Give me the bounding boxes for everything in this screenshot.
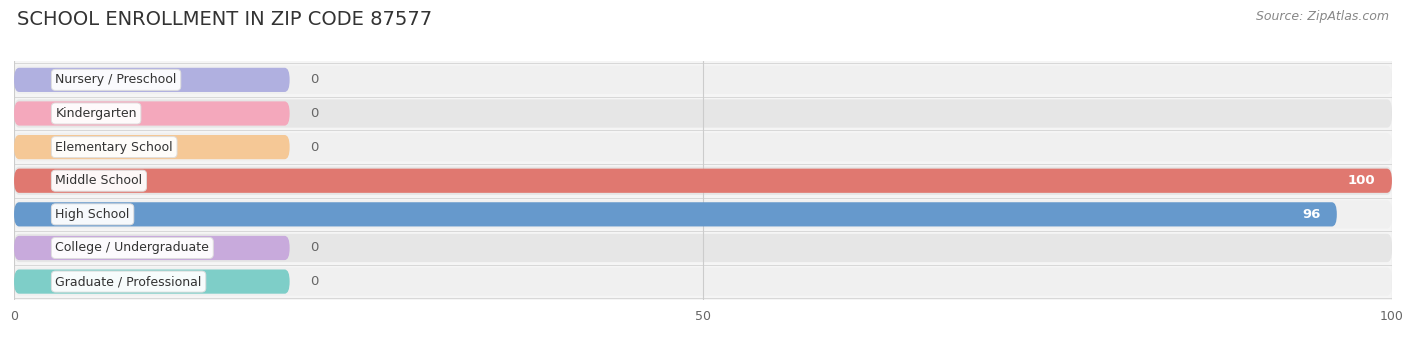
Circle shape [31, 104, 38, 123]
Text: 0: 0 [311, 275, 319, 288]
Text: College / Undergraduate: College / Undergraduate [55, 241, 209, 254]
FancyBboxPatch shape [14, 269, 290, 294]
Circle shape [31, 239, 38, 257]
Text: Middle School: Middle School [55, 174, 142, 187]
Text: 100: 100 [1348, 174, 1375, 187]
Circle shape [31, 272, 38, 291]
Circle shape [31, 205, 38, 224]
FancyBboxPatch shape [14, 202, 1337, 226]
FancyBboxPatch shape [14, 167, 1392, 195]
FancyBboxPatch shape [14, 101, 290, 125]
Text: Source: ZipAtlas.com: Source: ZipAtlas.com [1256, 10, 1389, 23]
Circle shape [31, 171, 38, 190]
FancyBboxPatch shape [14, 169, 1392, 193]
Text: Nursery / Preschool: Nursery / Preschool [55, 73, 177, 86]
Circle shape [31, 71, 38, 89]
FancyBboxPatch shape [14, 135, 290, 159]
Text: 0: 0 [311, 241, 319, 254]
Text: Graduate / Professional: Graduate / Professional [55, 275, 202, 288]
Text: 0: 0 [311, 140, 319, 153]
FancyBboxPatch shape [14, 66, 1392, 94]
FancyBboxPatch shape [14, 236, 290, 260]
Text: SCHOOL ENROLLMENT IN ZIP CODE 87577: SCHOOL ENROLLMENT IN ZIP CODE 87577 [17, 10, 432, 29]
FancyBboxPatch shape [14, 133, 1392, 161]
FancyBboxPatch shape [14, 68, 290, 92]
FancyBboxPatch shape [14, 99, 1392, 128]
FancyBboxPatch shape [14, 267, 1392, 296]
Circle shape [31, 138, 38, 157]
FancyBboxPatch shape [14, 234, 1392, 262]
Text: Kindergarten: Kindergarten [55, 107, 136, 120]
Text: 96: 96 [1302, 208, 1320, 221]
Text: 0: 0 [311, 73, 319, 86]
FancyBboxPatch shape [14, 200, 1392, 228]
Text: 0: 0 [311, 107, 319, 120]
Text: Elementary School: Elementary School [55, 140, 173, 153]
Text: High School: High School [55, 208, 129, 221]
